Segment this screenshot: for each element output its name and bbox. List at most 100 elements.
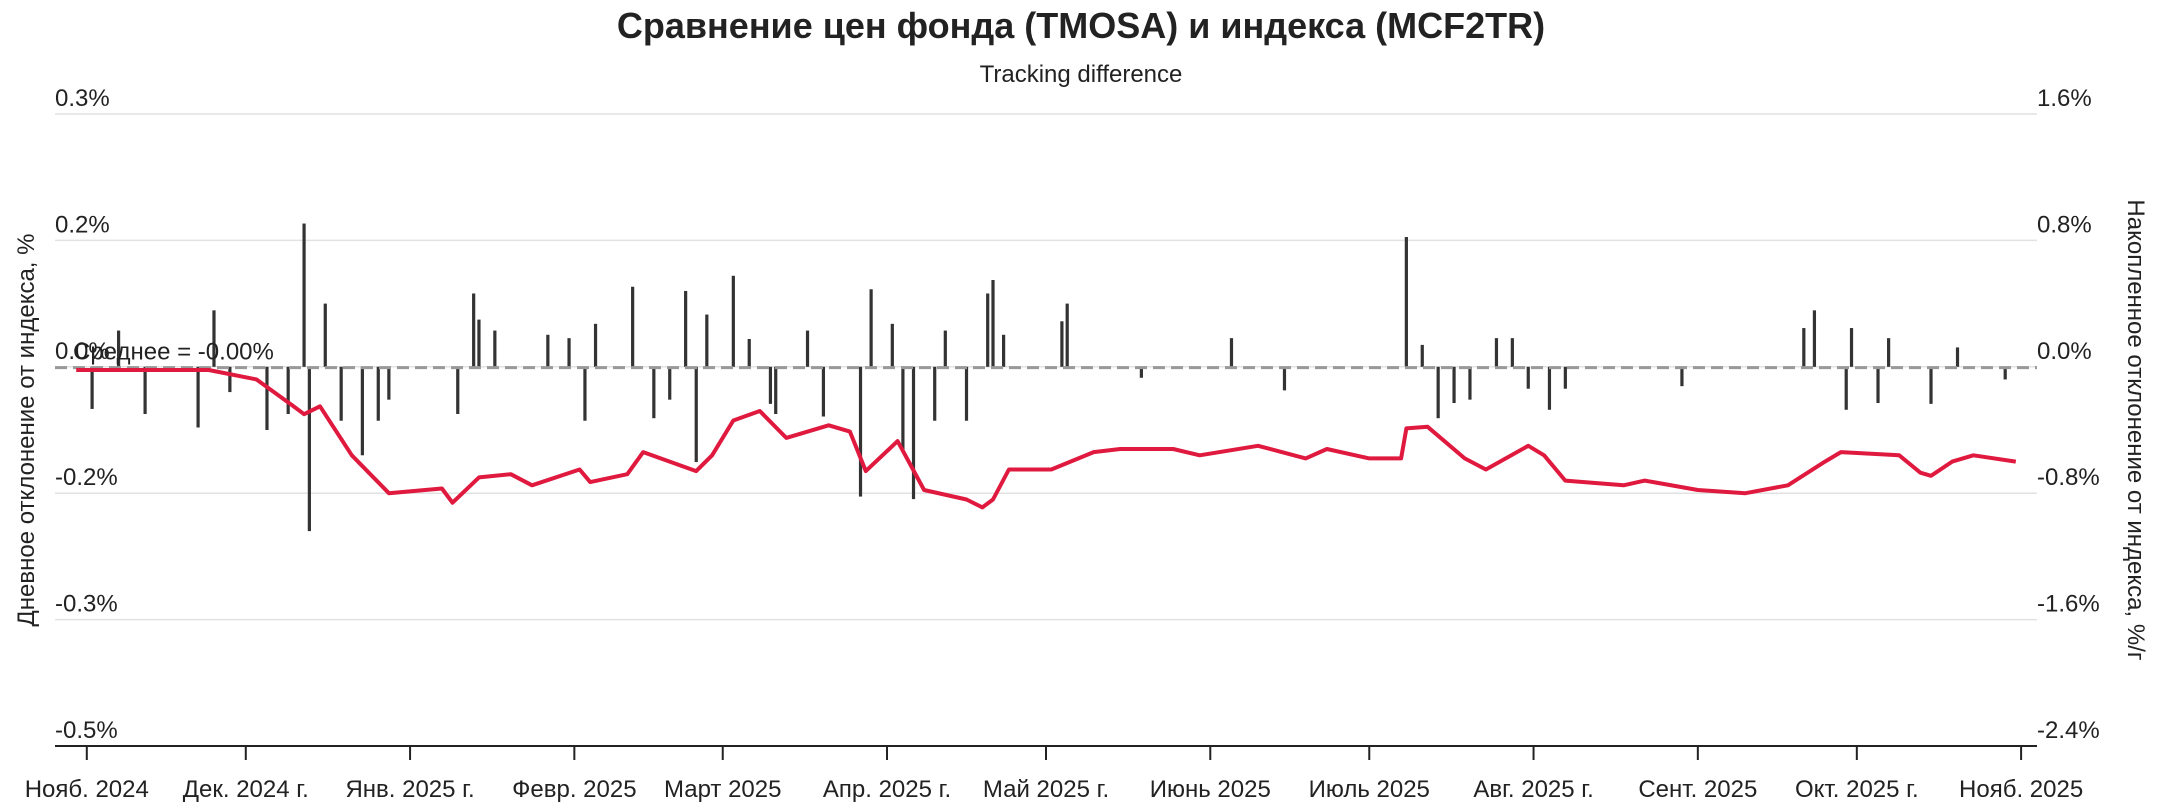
chart-title: Сравнение цен фонда (TMOSA) и индекса (M…: [617, 5, 1545, 46]
bar: [858, 366, 863, 497]
y-tick-label: 0.3%: [55, 85, 110, 112]
bar: [360, 366, 364, 456]
bar: [1282, 366, 1287, 391]
bar: [376, 366, 380, 421]
y2-tick-label: 0.0%: [2037, 338, 2092, 365]
bar: [302, 223, 306, 367]
bar: [821, 366, 826, 417]
bar: [583, 366, 587, 421]
bar: [265, 366, 269, 430]
bar: [943, 330, 947, 367]
bar: [991, 280, 995, 367]
x-tick-label: Нояб. 2025: [1959, 776, 2083, 803]
x-tick-label: Июнь 2025: [1150, 776, 1271, 803]
bar: [668, 366, 672, 400]
bar: [567, 338, 571, 367]
line: [76, 368, 2017, 510]
bar: [747, 338, 751, 367]
bar: [477, 319, 481, 367]
bar: [731, 275, 735, 367]
bar: [805, 330, 810, 367]
x-tick-label: Июль 2025: [1309, 776, 1430, 803]
mean-label: Среднее = -0.00%: [73, 339, 274, 366]
bar: [493, 330, 497, 367]
bar: [1887, 338, 1891, 367]
bar: [339, 366, 343, 421]
y2-tick-label: -0.8%: [2037, 464, 2100, 491]
bar: [933, 366, 937, 421]
bar: [1526, 366, 1530, 389]
bar: [964, 366, 969, 421]
bar: [472, 293, 476, 367]
y-axis-label: Дневное отклонение от индекса, %: [13, 234, 40, 627]
y2-axis-label: Накопленное отклонение от индекса, %/г: [2122, 199, 2149, 660]
bar: [1060, 321, 1064, 367]
bar: [1849, 328, 1854, 367]
bar: [307, 366, 311, 532]
bar: [90, 366, 94, 409]
bar: [1876, 366, 1880, 404]
bar: [1547, 366, 1552, 410]
y-tick-label: -0.3%: [55, 591, 118, 618]
bar: [196, 366, 200, 428]
x-tick-label: Февр. 2025: [512, 776, 636, 803]
bar: [1229, 338, 1234, 367]
bar: [1002, 334, 1006, 367]
x-tick-label: Янв. 2025 г.: [345, 776, 474, 803]
bar: [986, 293, 990, 367]
bar: [1812, 310, 1817, 367]
y2-tick-label: 0.8%: [2037, 211, 2092, 238]
x-tick-label: Авг. 2025 г.: [1473, 776, 1593, 803]
bar: [546, 334, 550, 367]
x-tick-label: Сент. 2025: [1638, 776, 1757, 803]
bar: [774, 366, 778, 414]
bar: [323, 303, 327, 367]
x-tick-label: Окт. 2025 г.: [1795, 776, 1919, 803]
bar: [631, 286, 635, 367]
bar: [694, 366, 698, 463]
x-tick-label: Май 2025 г.: [983, 776, 1109, 803]
bar: [1420, 344, 1424, 367]
y-tick-label: -0.5%: [55, 717, 118, 744]
bar: [1510, 338, 1514, 367]
bar: [1955, 347, 1960, 367]
bar: [652, 366, 656, 419]
bar: [768, 366, 773, 404]
bar: [1563, 366, 1567, 389]
bar: [1802, 328, 1806, 367]
bar: [456, 366, 460, 414]
y-tick-label: 0.2%: [55, 211, 110, 238]
bar: [705, 314, 709, 367]
bar: [593, 323, 598, 367]
bar: [684, 290, 688, 367]
bar: [1468, 366, 1472, 400]
x-tick-label: Апр. 2025 г.: [823, 776, 951, 803]
bar: [286, 366, 290, 414]
bar: [387, 366, 391, 400]
bar: [1065, 303, 1069, 367]
bar: [1139, 366, 1143, 378]
bar: [212, 310, 216, 367]
bar: [1494, 338, 1499, 367]
bar: [1929, 366, 1933, 404]
bar: [911, 366, 916, 500]
bar: [228, 366, 232, 393]
x-tick-label: Дек. 2024 г.: [183, 776, 309, 803]
y-tick-label: -0.2%: [55, 464, 118, 491]
x-tick-label: Март 2025: [664, 776, 781, 803]
bar: [1436, 366, 1440, 419]
chart-subtitle: Tracking difference: [980, 61, 1183, 88]
y2-tick-label: -1.6%: [2037, 591, 2100, 618]
bar: [901, 366, 905, 450]
bar: [116, 330, 121, 367]
bar: [143, 366, 147, 414]
bar: [2003, 366, 2007, 380]
bar: [1680, 366, 1684, 387]
y2-tick-label: 1.6%: [2037, 85, 2092, 112]
y2-tick-label: -2.4%: [2037, 717, 2100, 744]
bar: [1452, 366, 1456, 404]
x-tick-label: Нояб. 2024: [25, 776, 149, 803]
bar: [869, 289, 873, 367]
